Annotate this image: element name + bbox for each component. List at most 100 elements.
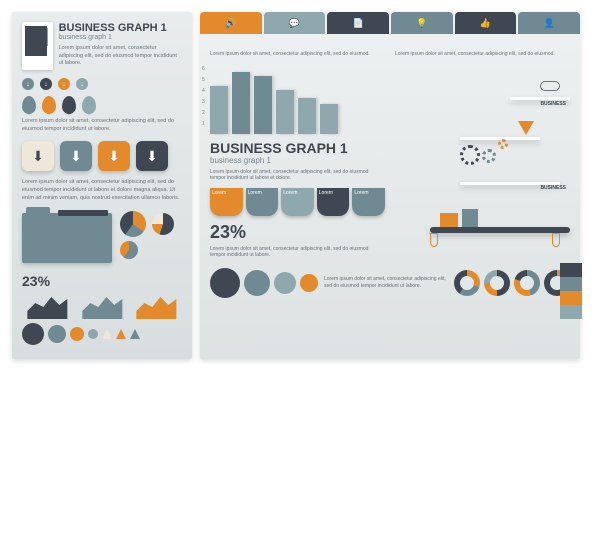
color-swatch (560, 263, 582, 277)
tab-speaker[interactable]: 🔊 (200, 12, 262, 34)
download-buttons-row: ⬇⬇⬇⬇ (22, 141, 182, 171)
download-button[interactable]: ⬇ (136, 141, 168, 171)
bar (232, 72, 250, 134)
arrow-dot[interactable]: ↓ (76, 78, 88, 90)
circle-marker (48, 325, 66, 343)
speaker-icon: 🔊 (225, 18, 236, 29)
map-pin-icon (22, 96, 36, 114)
cloud-icon (540, 81, 560, 91)
doc-icon: 📄 (353, 18, 364, 29)
person-icon: 👤 (544, 18, 555, 29)
bulb-icon: 💡 (416, 18, 427, 29)
tab-thumb[interactable]: 👍 (455, 12, 517, 34)
tab-person[interactable]: 👤 (518, 12, 580, 34)
area-chart (77, 293, 128, 319)
color-swatch (560, 277, 582, 291)
label-tabs-row: LoremLoremLoremLoremLorem (210, 188, 385, 216)
bar (298, 98, 316, 134)
arrow-dot[interactable]: ↓ (58, 78, 70, 90)
mini-pies-row2 (120, 241, 182, 259)
arrow-dot[interactable]: ↓ (22, 78, 34, 90)
left-column: BUSINESS GRAPH 1 business graph 1 Lorem … (12, 12, 192, 359)
funnel-icon (518, 121, 534, 135)
map-pin-icon (82, 96, 96, 114)
tab-doc[interactable]: 📄 (327, 12, 389, 34)
area-chart (131, 293, 182, 319)
gear-icon (460, 145, 480, 165)
bottom-row: Lorem ipsum dolor sit amet, consectetur … (210, 268, 570, 298)
tabs-row: 🔊 💬 📄 💡 👍 👤 (200, 12, 580, 34)
color-swatch (560, 305, 582, 319)
machine-label-1: BUSINESS (540, 101, 566, 107)
pie-chart (120, 211, 146, 237)
download-button[interactable]: ⬇ (60, 141, 92, 171)
circle-marker (244, 270, 270, 296)
thumb-icon: 👍 (480, 18, 491, 29)
left-subtitle: business graph 1 (59, 34, 182, 41)
left-percent: 23% (22, 273, 182, 289)
triangle-marker (102, 329, 112, 339)
donut-chart (484, 270, 510, 296)
triangle-marker (116, 329, 126, 339)
bar (320, 104, 338, 134)
triangle-marker (130, 329, 140, 339)
tab-bulb[interactable]: 💡 (391, 12, 453, 34)
donut-chart (454, 270, 480, 296)
color-swatch (560, 291, 582, 305)
bottom-circles-row (22, 323, 182, 345)
circle-marker (274, 272, 296, 294)
circle-marker (210, 268, 240, 298)
platform (430, 227, 570, 233)
color-swatches (560, 263, 582, 319)
right-title: BUSINESS GRAPH 1 (210, 140, 385, 156)
leg-icon (552, 233, 560, 247)
label-tab[interactable]: Lorem (210, 188, 243, 216)
r-col1-lorem: Lorem ipsum dolor sit amet, consectetur … (210, 51, 385, 58)
right-column: 🔊 💬 📄 💡 👍 👤 Lorem ipsum dolor sit amet, conse… (200, 12, 580, 359)
right-lorem: Lorem ipsum dolor sit amet, consectetur … (210, 169, 385, 182)
gear-icon (498, 139, 508, 149)
donut-chart (514, 270, 540, 296)
folder-icon (22, 213, 112, 263)
gear-icon (482, 149, 496, 163)
circle-marker (300, 274, 318, 292)
label-tab[interactable]: Lorem (352, 188, 385, 216)
circle-marker (88, 329, 98, 339)
r-col2-lorem: Lorem ipsum dolor sit amet, consectetur … (395, 51, 570, 58)
leg-icon (430, 233, 438, 247)
left-lorem-1: Lorem ipsum dolor sit amet, consectetur … (59, 45, 182, 68)
left-lorem-2: Lorem ipsum dolor sit amet, consectetur … (22, 118, 182, 133)
area-charts-row (22, 293, 182, 319)
label-tab[interactable]: Lorem (246, 188, 279, 216)
tab-chat[interactable]: 💬 (264, 12, 326, 34)
machine-label-2: BUSINESS (540, 185, 566, 191)
donuts-row (454, 270, 570, 296)
download-button[interactable]: ⬇ (22, 141, 54, 171)
bar-chart (210, 64, 385, 134)
label-tab[interactable]: Lorem (317, 188, 350, 216)
right-lorem-3: Lorem ipsum dolor sit amet, consectetur … (210, 246, 385, 259)
mini-pies-row (120, 211, 182, 237)
left-title: BUSINESS GRAPH 1 (59, 22, 182, 34)
machine-diagram: BUSINESS BUSINESS (400, 77, 570, 247)
box-icon (440, 213, 458, 227)
shelf (510, 97, 570, 100)
low-circles (210, 268, 318, 298)
right-percent: 23% (210, 222, 385, 243)
low-lorem: Lorem ipsum dolor sit amet, consectetur … (324, 276, 448, 289)
download-button[interactable]: ⬇ (98, 141, 130, 171)
map-pin-icon (62, 96, 76, 114)
infographic-stage: BUSINESS GRAPH 1 business graph 1 Lorem … (0, 0, 600, 371)
label-tab[interactable]: Lorem (281, 188, 314, 216)
bar (276, 90, 294, 134)
chat-icon: 💬 (289, 18, 300, 29)
arrow-dot[interactable]: ↓ (40, 78, 52, 90)
pie-chart (152, 213, 174, 235)
circle-marker (22, 323, 44, 345)
box-icon (462, 209, 478, 227)
bar (254, 76, 272, 134)
bar (210, 86, 228, 134)
map-pins-row (22, 96, 182, 114)
map-pin-icon (42, 96, 56, 114)
arrow-dots-row: ↓ ↓ ↓ ↓ (22, 78, 182, 90)
